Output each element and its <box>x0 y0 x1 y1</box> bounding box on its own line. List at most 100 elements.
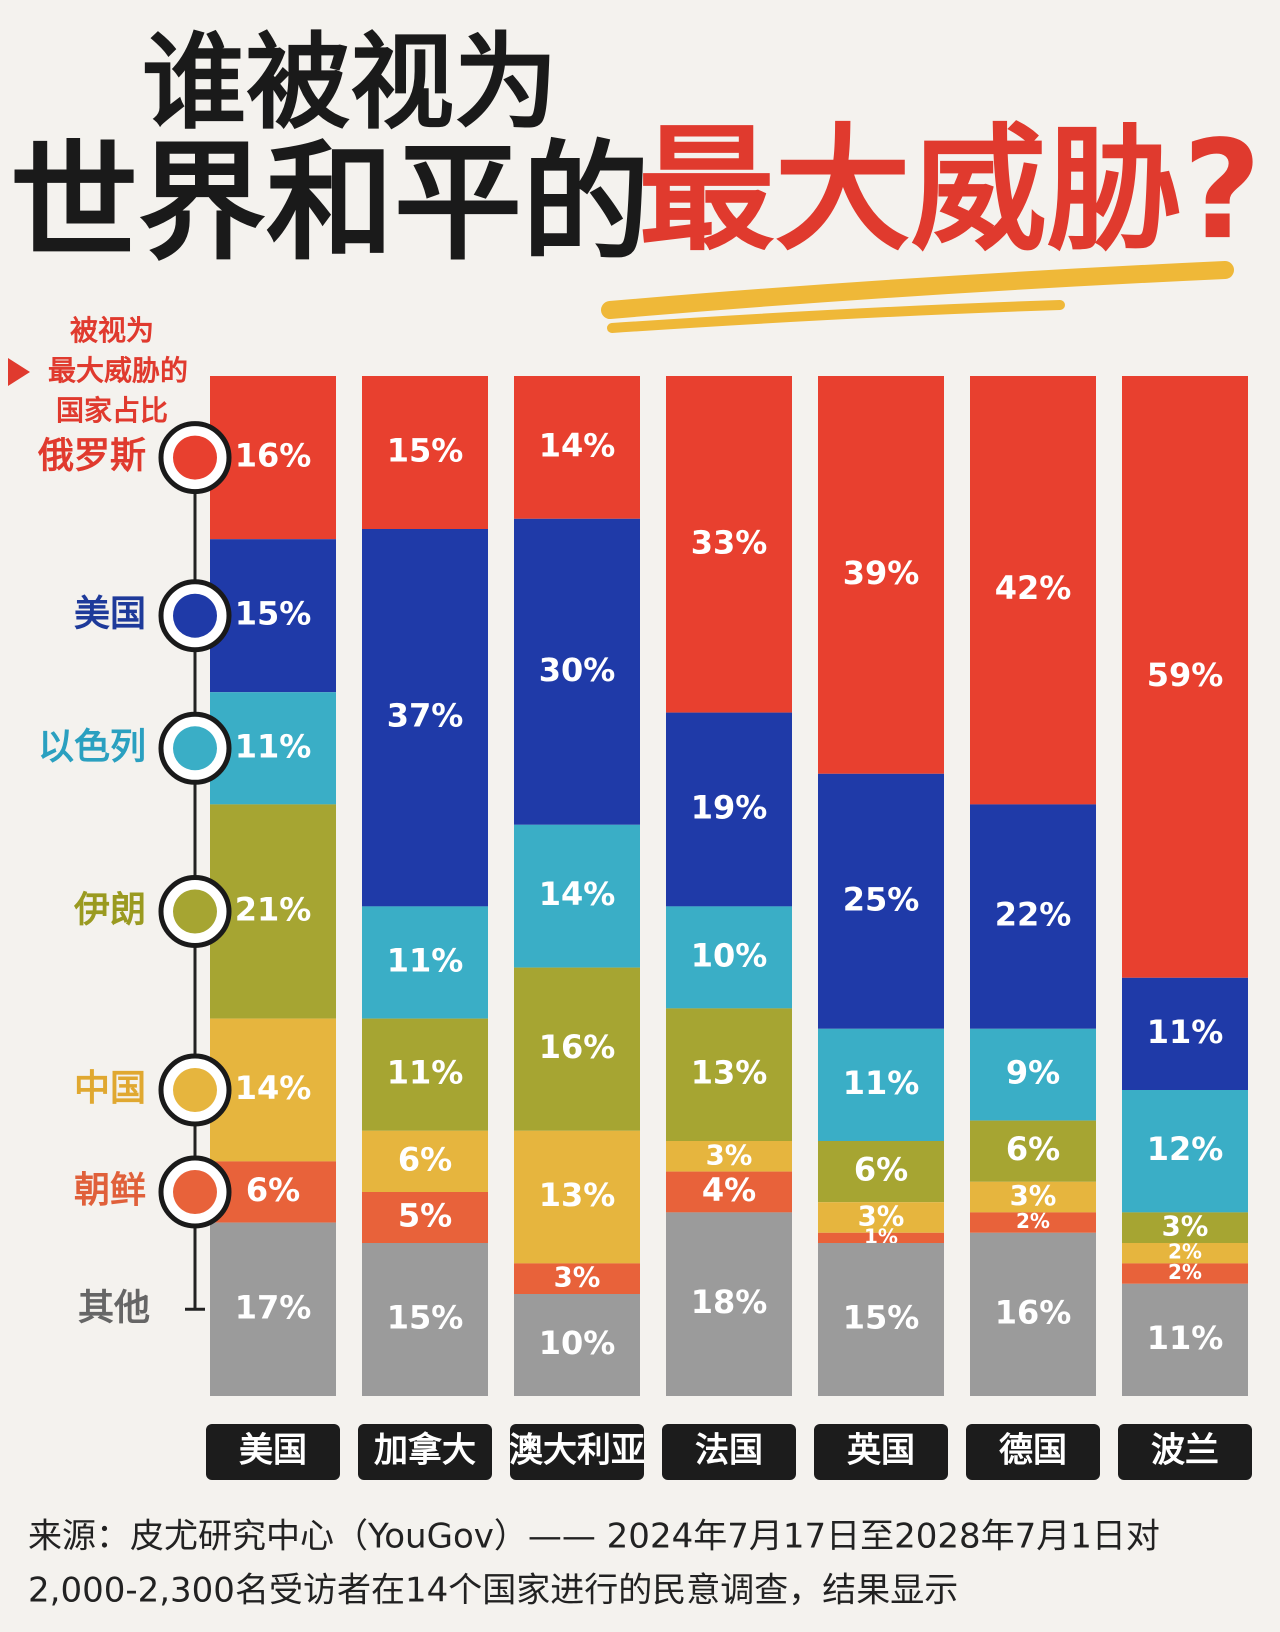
bar-segment <box>1122 1283 1248 1396</box>
value-label: 21% <box>235 891 312 929</box>
x-tick-label: 澳大利亚 <box>509 1431 645 1471</box>
value-label: 6% <box>1006 1130 1060 1168</box>
legend-title: 国家占比 <box>56 394 168 427</box>
legend-name: 中国 <box>74 1068 146 1109</box>
value-label: 11% <box>843 1064 920 1102</box>
x-tick-label: 加拿大 <box>374 1431 476 1471</box>
legend-name: 以色列 <box>38 726 146 767</box>
value-label: 6% <box>854 1151 908 1189</box>
bar-segment <box>970 1028 1096 1121</box>
legend-title: 最大威胁的 <box>48 354 188 387</box>
value-label: 10% <box>539 1324 616 1362</box>
value-label: 42% <box>995 569 1072 607</box>
value-label: 30% <box>539 651 616 689</box>
value-label: 33% <box>691 523 768 561</box>
bar-segment <box>818 1202 944 1233</box>
bar-segment <box>514 967 640 1131</box>
value-label: 16% <box>995 1293 1072 1331</box>
value-label: 14% <box>539 875 616 913</box>
value-label: 18% <box>691 1283 768 1321</box>
value-label: 17% <box>235 1288 312 1326</box>
value-label: 19% <box>691 789 768 827</box>
x-tick-label: 法国 <box>695 1431 763 1471</box>
bar-segment <box>818 1028 944 1141</box>
bar-segment <box>666 1171 792 1213</box>
value-label: 15% <box>387 432 464 470</box>
value-label: 59% <box>1147 656 1224 694</box>
bar-segment <box>970 1212 1096 1233</box>
legend-pointer <box>8 358 30 386</box>
bar-segment <box>362 906 488 1019</box>
value-label: 11% <box>1147 1319 1224 1357</box>
value-label: 15% <box>235 595 312 633</box>
bar-segment <box>818 1232 944 1243</box>
value-label: 3% <box>1162 1211 1209 1243</box>
x-tick-label: 德国 <box>999 1431 1067 1471</box>
x-tick-label: 英国 <box>847 1431 915 1471</box>
value-label: 2% <box>1168 1240 1202 1264</box>
legend-name: 其他 <box>78 1287 150 1328</box>
legend-flag-color <box>173 889 217 934</box>
value-label: 16% <box>235 437 312 475</box>
bar-segment <box>514 376 640 519</box>
value-label: 16% <box>539 1028 616 1066</box>
bar-segment <box>818 1141 944 1203</box>
value-label: 3% <box>706 1139 753 1171</box>
bar-segment <box>818 1243 944 1396</box>
bar-segment <box>666 376 792 713</box>
category-box <box>358 1424 492 1480</box>
value-label: 37% <box>387 697 464 735</box>
bar-segment <box>666 906 792 1009</box>
value-label: 2% <box>1168 1260 1202 1284</box>
bar-segment <box>362 376 488 529</box>
bar-segment <box>1122 1263 1248 1284</box>
title-line-1: 谁被视为 <box>142 21 558 143</box>
source-line: 来源：皮尤研究中心（YouGov）—— 2024年7月17日至2028年7月1日… <box>28 1517 1160 1557</box>
bar-segment <box>1122 1090 1248 1213</box>
bar-segment <box>362 1192 488 1243</box>
legend-flag-color <box>173 1170 217 1214</box>
value-label: 11% <box>387 942 464 980</box>
bar-segment <box>514 824 640 968</box>
legend-name: 伊朗 <box>73 890 146 931</box>
value-label: 11% <box>1147 1013 1224 1051</box>
value-label: 9% <box>1006 1054 1060 1092</box>
category-box <box>206 1424 340 1480</box>
value-label: 10% <box>691 936 768 974</box>
bar-segment <box>514 1130 640 1264</box>
bar-segment <box>970 804 1096 1029</box>
bar-segment <box>514 1263 640 1294</box>
category-box <box>1118 1424 1252 1480</box>
category-box <box>966 1424 1100 1480</box>
value-label: 15% <box>387 1299 464 1337</box>
legend-name: 美国 <box>74 594 146 635</box>
bar-segment <box>1122 376 1248 978</box>
bar-segment <box>666 1212 792 1396</box>
legend-name: 俄罗斯 <box>37 436 146 477</box>
bar-segment <box>514 1294 640 1396</box>
value-label: 3% <box>554 1262 601 1294</box>
legend-flag-color <box>173 435 217 480</box>
category-box <box>510 1424 644 1480</box>
x-tick-label: 波兰 <box>1151 1431 1219 1471</box>
value-label: 5% <box>398 1197 452 1235</box>
title-underline <box>607 300 1065 333</box>
value-label: 39% <box>843 554 920 592</box>
title-line-3: 最大威胁? <box>639 112 1262 270</box>
x-tick-label: 美国 <box>239 1431 307 1471</box>
value-label: 3% <box>858 1201 905 1233</box>
bar-segment <box>362 529 488 907</box>
category-box <box>662 1424 796 1480</box>
title-line-2: 世界和平的 <box>10 129 650 278</box>
bar-segment <box>1122 1212 1248 1243</box>
bar-segment <box>1122 1243 1248 1264</box>
value-label: 13% <box>691 1054 768 1092</box>
bar-segment <box>210 1222 336 1396</box>
value-label: 11% <box>235 727 312 765</box>
value-label: 15% <box>843 1299 920 1337</box>
value-label: 4% <box>702 1171 756 1209</box>
bar-segment <box>970 1120 1096 1182</box>
bar-segment <box>362 1018 488 1131</box>
value-label: 25% <box>843 880 920 918</box>
